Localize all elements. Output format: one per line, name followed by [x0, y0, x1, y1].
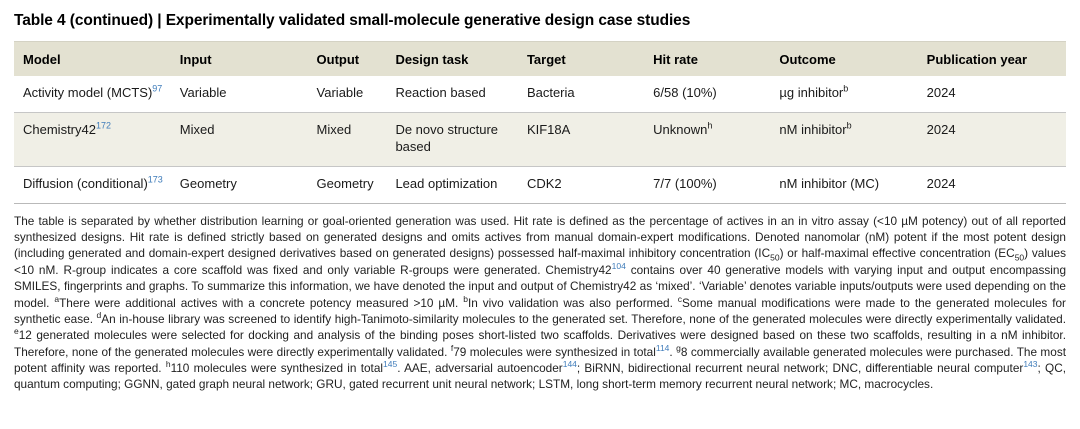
- footnote-marker: e: [14, 326, 19, 337]
- footnote-marker: a: [54, 293, 60, 304]
- column-header-input: Input: [171, 41, 309, 76]
- footnote-marker: b: [843, 83, 849, 94]
- subscript: 50: [770, 252, 780, 263]
- table-cell: CDK2: [518, 165, 646, 204]
- case-studies-table: Model Input Output Design task Target Hi…: [14, 41, 1066, 204]
- column-header-output: Output: [308, 41, 388, 76]
- paper-table-page: Table 4 (continued) | Experimentally val…: [14, 12, 1067, 392]
- footnote-marker: c: [677, 293, 683, 304]
- footnote-marker: h: [165, 359, 171, 370]
- table-cell: 6/58 (10%): [653, 85, 717, 100]
- table-cell: Bacteria: [526, 85, 575, 100]
- table-cell: nM inhibitorb: [771, 111, 919, 167]
- table-cell: De novo structure based: [387, 111, 519, 167]
- table-cell: Geometry: [308, 165, 388, 204]
- column-header-outcome: Outcome: [771, 41, 919, 76]
- table-cell: Variable: [179, 85, 227, 100]
- footnote-marker: b: [846, 120, 852, 131]
- table-cell: Variable: [316, 85, 364, 100]
- table-cell: nM inhibitor (MC): [771, 165, 919, 204]
- citation-ref[interactable]: 172: [95, 120, 111, 131]
- table-cell: Lead optimization: [387, 165, 519, 204]
- table-cell: Reaction based: [395, 85, 486, 100]
- table-cell: Chemistry42172: [14, 111, 172, 167]
- table-cell: Mixed: [308, 111, 388, 167]
- footnote-marker: g: [676, 342, 681, 353]
- table-cell: 2024: [918, 165, 1066, 204]
- table-header: Model Input Output Design task Target Hi…: [14, 41, 1066, 76]
- citation-ref[interactable]: 104: [611, 260, 626, 271]
- citation-ref[interactable]: 97: [152, 83, 163, 94]
- table-cell: 2024: [918, 111, 1066, 167]
- table-cell: Activity model (MCTS)97: [23, 83, 163, 100]
- table-row: Chemistry42172 Mixed Mixed De novo structur…: [14, 111, 1066, 167]
- citation-ref[interactable]: 143: [1023, 359, 1038, 370]
- citation-ref[interactable]: 173: [147, 174, 163, 185]
- citation-ref[interactable]: 145: [383, 359, 398, 370]
- table-row: Diffusion (conditional)173 Geometry Geomet…: [14, 165, 1066, 204]
- table-body: Activity model (MCTS)97 Variable Variable R…: [14, 76, 1066, 204]
- footnote-marker: d: [96, 309, 102, 320]
- column-header-model: Model: [14, 41, 172, 76]
- table-cell: 7/7 (100%): [645, 165, 772, 204]
- table-title: Table 4 (continued) | Experimentally val…: [14, 12, 691, 29]
- footnote-marker: f: [450, 342, 454, 353]
- table-cell: KIF18A: [518, 111, 646, 167]
- table-cell: 2024: [926, 85, 956, 100]
- footnote-marker: h: [707, 120, 713, 131]
- table-cell: µg inhibitorb: [779, 83, 849, 100]
- footnote-marker: b: [463, 293, 468, 304]
- citation-ref[interactable]: 144: [562, 359, 577, 370]
- table-header-row: Model Input Output Design task Target Hi…: [14, 41, 1066, 76]
- table-cell: Diffusion (conditional)173: [14, 165, 172, 204]
- table-footnote: The table is separated by whether distri…: [14, 213, 1067, 392]
- column-header-hit-rate: Hit rate: [645, 41, 772, 76]
- subscript: 50: [1014, 252, 1025, 263]
- table-cell: Mixed: [171, 111, 309, 167]
- table-cell: Geometry: [171, 165, 309, 204]
- table-row: Activity model (MCTS)97 Variable Variable R…: [14, 76, 1066, 112]
- column-header-publication-year: Publication year: [918, 41, 1066, 76]
- citation-ref[interactable]: 114: [655, 342, 670, 353]
- column-header-design-task: Design task: [387, 41, 519, 76]
- table-cell: Unknownh: [645, 111, 772, 167]
- column-header-target: Target: [518, 41, 646, 76]
